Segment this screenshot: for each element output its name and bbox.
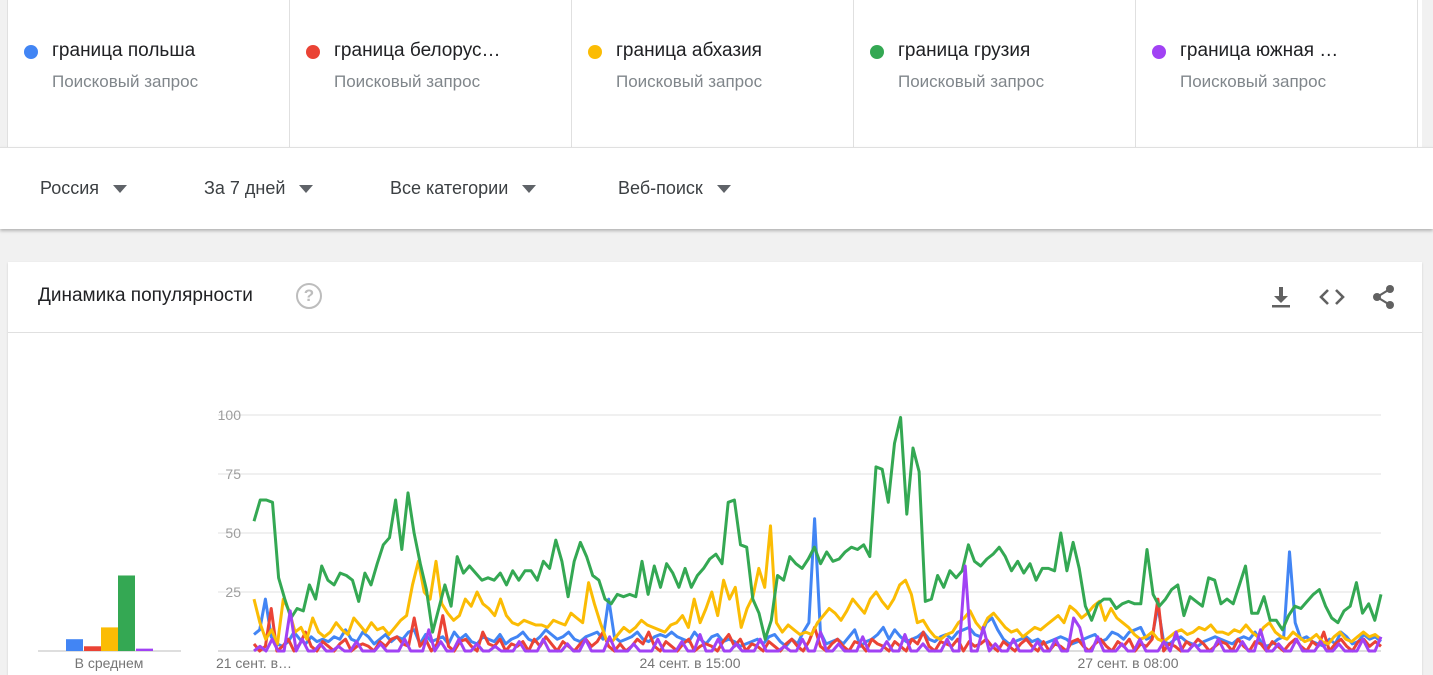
series-color-dot <box>1152 45 1166 59</box>
search-term-type: Поисковый запрос <box>52 72 199 91</box>
chevron-down-icon <box>716 184 731 193</box>
card-header: Динамика популярности ? <box>8 262 1422 333</box>
series-color-dot <box>306 45 320 59</box>
average-bar-3 <box>101 627 118 651</box>
search-term-3[interactable]: граница абхазия Поисковый запрос <box>571 0 854 147</box>
search-type-dropdown[interactable]: Веб-поиск <box>618 178 731 199</box>
search-term-type: Поисковый запрос <box>898 72 1045 91</box>
search-term-type: Поисковый запрос <box>334 72 481 91</box>
category-dropdown[interactable]: Все категории <box>390 178 537 199</box>
series-line-4 <box>252 415 1383 641</box>
category-label: Все категории <box>390 178 509 198</box>
card-title: Динамика популярности <box>38 285 253 306</box>
search-term-type: Поисковый запрос <box>1180 72 1327 91</box>
search-term-name: граница белорус… <box>334 40 501 61</box>
chevron-down-icon <box>299 184 314 193</box>
search-term-name: граница грузия <box>898 40 1031 61</box>
help-icon[interactable]: ? <box>296 283 322 309</box>
x-tick-label: 27 сент. в 08:00 <box>1078 655 1179 671</box>
period-dropdown[interactable]: За 7 дней <box>204 178 314 199</box>
series-color-dot <box>870 45 884 59</box>
average-bar-2 <box>84 646 101 651</box>
search-term-name: граница польша <box>52 40 196 61</box>
filters-bar: Россия За 7 дней Все категории Веб-поиск <box>0 147 1433 229</box>
average-bar-1 <box>66 639 83 651</box>
search-term-5[interactable]: граница южная … Поисковый запрос <box>1135 0 1418 147</box>
search-terms-bar: граница польша Поисковый запрос граница … <box>7 0 1422 147</box>
y-tick-label: 75 <box>225 466 241 482</box>
series-line-3 <box>252 524 1382 646</box>
search-term-name: граница южная … <box>1180 40 1339 61</box>
search-term-2[interactable]: граница белорус… Поисковый запрос <box>289 0 572 147</box>
embed-code-icon[interactable] <box>1317 282 1347 312</box>
series-color-dot <box>24 45 38 59</box>
region-dropdown[interactable]: Россия <box>40 178 128 199</box>
average-bar-4 <box>118 575 135 651</box>
average-label: В среднем <box>75 655 144 671</box>
series-color-dot <box>588 45 602 59</box>
y-tick-label: 100 <box>218 407 242 423</box>
average-bar-5 <box>136 648 153 651</box>
x-tick-label: 21 сент. в… <box>216 655 292 671</box>
y-tick-label: 25 <box>225 584 241 600</box>
region-label: Россия <box>40 178 100 198</box>
y-tick-label: 50 <box>225 525 241 541</box>
series-line-5 <box>253 564 1383 653</box>
x-tick-label: 24 сент. в 15:00 <box>640 655 741 671</box>
search-term-name: граница абхазия <box>616 40 762 61</box>
search-term-type: Поисковый запрос <box>616 72 763 91</box>
download-icon[interactable] <box>1266 282 1296 312</box>
search-type-label: Веб-поиск <box>618 178 703 198</box>
chevron-down-icon <box>522 184 537 193</box>
share-icon[interactable] <box>1369 282 1399 312</box>
period-label: За 7 дней <box>204 178 286 198</box>
chevron-down-icon <box>113 184 128 193</box>
